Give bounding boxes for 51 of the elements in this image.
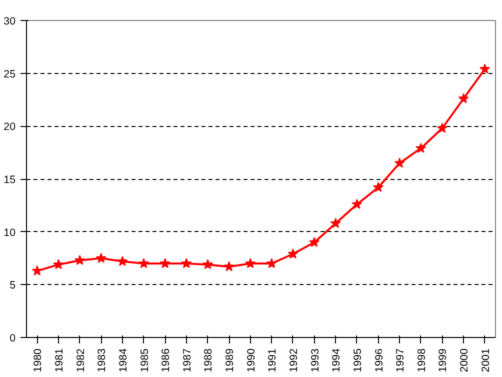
x-tick-label: 1990 [245,348,258,372]
x-tick-label: 2000 [458,348,471,372]
x-tick-label: 1996 [373,348,386,372]
y-tick-label: 20 [4,121,16,134]
point [416,142,426,153]
point [96,252,106,263]
point [330,218,341,228]
x-tick-label: 1981 [53,348,66,372]
point [32,265,42,276]
y-tick-label: 30 [4,16,16,28]
point [266,258,277,268]
x-tick-label: 2001 [480,348,492,372]
point [138,258,150,268]
x-tick-label: 1992 [288,348,300,372]
x-tick-label: 1980 [32,348,44,372]
point [74,254,86,265]
x-tick-label: 1987 [181,348,194,372]
point [458,93,469,104]
y-tick-label: 15 [4,174,16,186]
point [309,236,320,247]
point [372,182,384,192]
x-tick-label: 1994 [330,348,343,372]
x-tick-label: 1993 [309,348,322,372]
x-tick-label: 1985 [138,348,151,372]
x-tick-label: 1999 [437,348,450,372]
x-tick-label: 1995 [352,348,364,372]
x-tick-label: 1984 [117,348,130,372]
y-tick-label: 25 [4,68,16,80]
x-tick-label: 1989 [224,348,236,372]
x-tick-label: 1983 [96,348,108,372]
x-tick-label: 1997 [394,348,407,372]
x-tick-label: 1982 [74,348,87,372]
point [224,261,234,272]
point [394,158,405,168]
point [480,64,490,74]
point [117,256,128,266]
point [352,198,362,209]
point [53,259,64,270]
x-tick-label: 1991 [266,348,279,372]
point [288,248,298,259]
x-tick-label: 1998 [416,348,428,372]
point [160,258,170,268]
point [181,258,192,268]
point [436,122,448,133]
x-tick-label: 1988 [202,348,215,372]
y-tick-label: 10 [4,226,16,239]
y-tick-label: 0 [10,332,16,344]
y-tick-label: 5 [10,280,16,292]
point [202,259,213,270]
x-tick-label: 1986 [160,348,172,372]
point [245,258,256,268]
